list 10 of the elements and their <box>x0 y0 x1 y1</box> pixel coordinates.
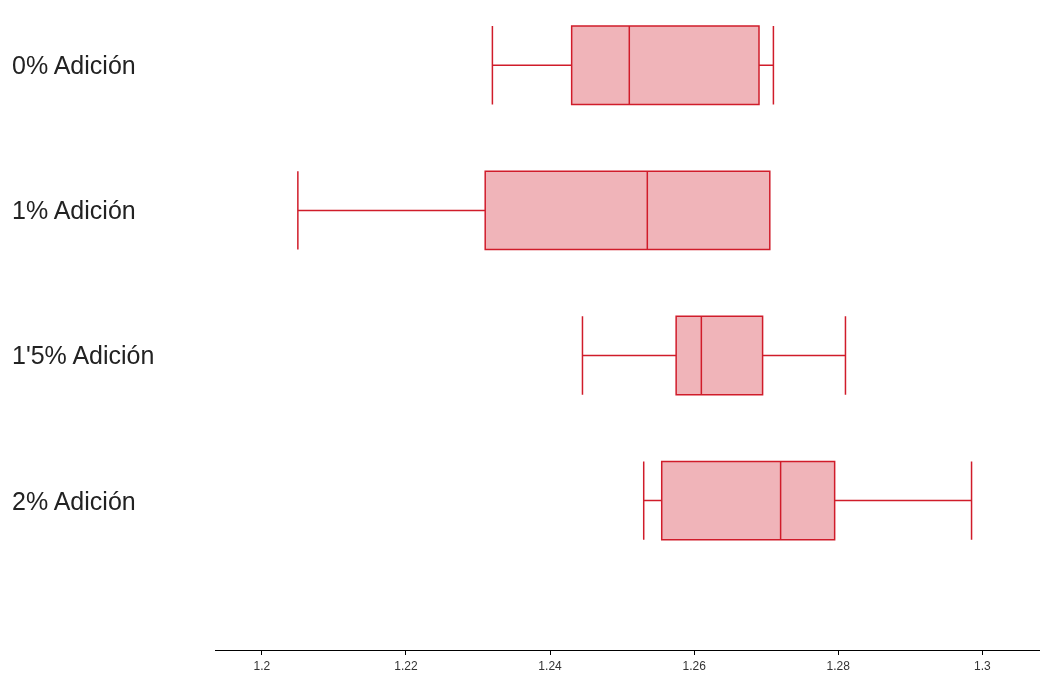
x-tick-label: 1.26 <box>682 658 707 673</box>
y-tick-label: 1% Adición <box>12 196 136 224</box>
y-tick-label: 0% Adición <box>12 51 136 79</box>
x-tick-label: 1.22 <box>394 658 418 673</box>
x-tick-label: 1.3 <box>974 658 992 673</box>
y-tick-label: 2% Adición <box>12 487 136 515</box>
x-tick-label: 1.24 <box>538 658 563 673</box>
x-tick-label: 1.28 <box>826 658 851 673</box>
y-tick-label: 1'5% Adición <box>12 341 155 369</box>
x-tick-label: 1.2 <box>253 658 271 673</box>
